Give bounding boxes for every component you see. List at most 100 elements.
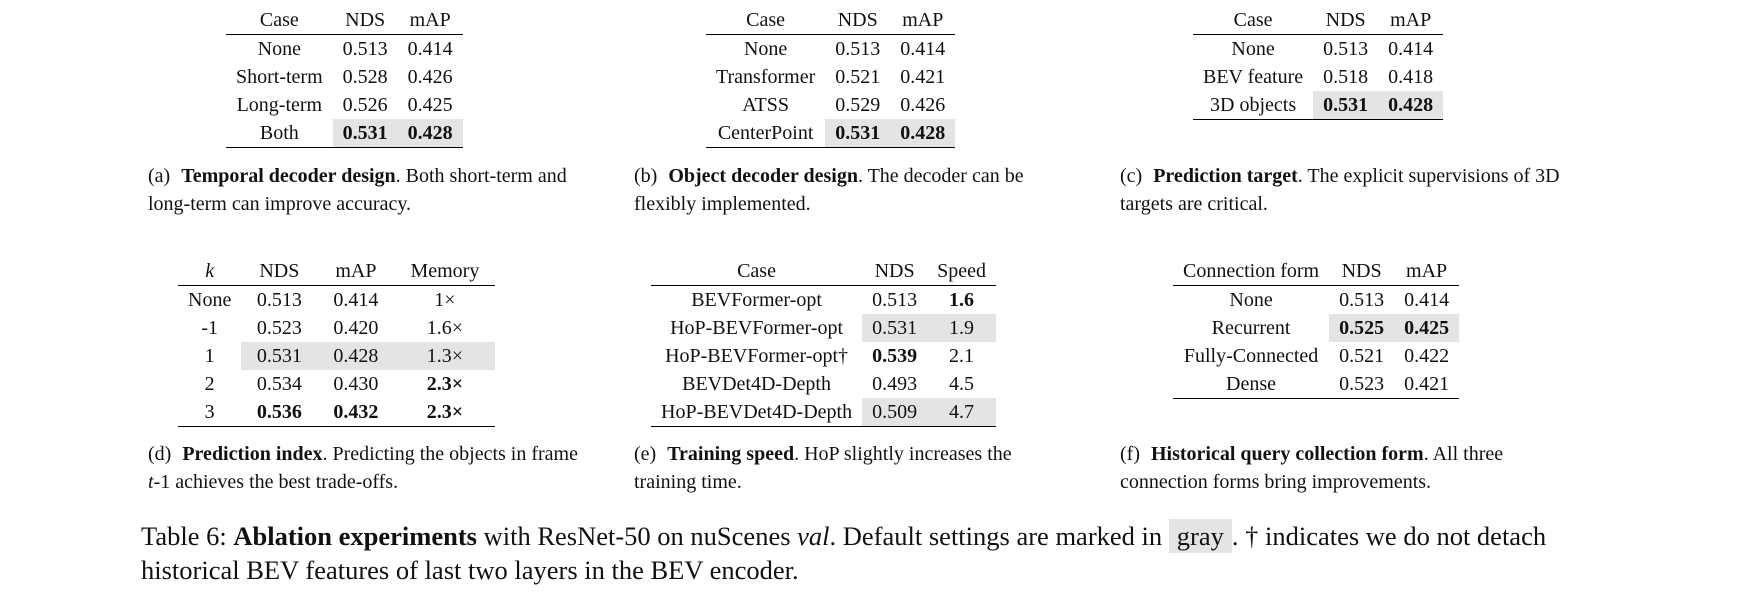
caption-b: (b) Object decoder design. The decoder c…	[634, 162, 1064, 218]
table-cell: Long-term	[236, 94, 323, 116]
table-row: BEVFormer-opt 0.513 1.6	[651, 286, 996, 315]
table-f: Connection form NDS mAP None 0.513 0.414…	[1173, 257, 1460, 399]
table-row: Transformer 0.521 0.421	[706, 63, 955, 91]
table-row-default: HoP-BEVFormer-opt 0.531 1.9	[651, 314, 996, 342]
table-cell: None	[743, 38, 788, 60]
table-cell: None	[1231, 38, 1275, 60]
header-cell: NDS	[332, 6, 398, 35]
header-cell: mAP	[397, 6, 463, 35]
table-cell-highlighted: 0.428	[1378, 91, 1444, 120]
table-c-panel: Case NDS mAP None 0.513 0.414 BEV featur…	[1193, 6, 1444, 120]
table-main-caption: Table 6: Ablation experiments with ResNe…	[141, 519, 1571, 587]
table-cell: HoP-BEVFormer-opt	[670, 317, 843, 339]
header-cell: Case	[226, 6, 333, 35]
table-cell: 1	[204, 345, 215, 367]
table-cell: 0.420	[333, 317, 379, 339]
table-cell: 1×	[434, 289, 456, 311]
table-cell: 0.414	[1388, 38, 1434, 60]
table-row-default: Recurrent 0.525 0.425	[1173, 314, 1460, 342]
table-cell-best: 2.3×	[394, 398, 496, 427]
caption-text: -1 achieves the best trade-offs.	[153, 471, 399, 493]
caption-text: . Both short-term and long-term can impr…	[148, 165, 567, 215]
table-cell-highlighted: 0.531	[332, 119, 398, 148]
table-cell: 0.513	[835, 38, 881, 60]
table-header-row: k NDS mAP Memory	[178, 257, 496, 286]
table-cell: HoP-BEVDet4D-Depth	[651, 398, 863, 427]
caption-e: (e) Training speed. HoP slightly increas…	[634, 440, 1064, 496]
gray-swatch-word: gray	[1168, 519, 1232, 553]
table-row: None 0.513 0.414	[706, 35, 955, 64]
header-cell: Memory	[394, 257, 496, 286]
main-caption-title: Ablation experiments	[233, 521, 477, 551]
table-cell-highlighted: 4.7	[927, 398, 996, 427]
table-header-row: Case NDS mAP	[226, 6, 463, 35]
table-cell-highlighted: 0.531	[1313, 91, 1379, 120]
table-e-panel: Case NDS Speed BEVFormer-opt 0.513 1.6 H…	[651, 257, 996, 427]
table-cell: 0.493	[872, 373, 918, 395]
table-cell-highlighted: 0.525	[1329, 314, 1395, 342]
table-cell: 2	[204, 373, 215, 395]
table-cell-highlighted: 1.9	[927, 314, 996, 342]
caption-italic: t	[148, 471, 154, 493]
header-cell: Case	[1193, 6, 1314, 35]
table-cell: 0.418	[1388, 66, 1434, 88]
caption-title: Prediction index	[182, 443, 323, 465]
table-row: None 0.513 0.414	[226, 35, 463, 64]
table-b-panel: Case NDS mAP None 0.513 0.414 Transforme…	[706, 6, 956, 148]
caption-title: Training speed	[667, 443, 795, 465]
table-f-panel: Connection form NDS mAP None 0.513 0.414…	[1173, 257, 1460, 399]
table-cell-highlighted: 0.425	[1394, 314, 1460, 342]
main-caption-italic: val	[797, 521, 830, 551]
table-cell: 3D objects	[1193, 91, 1314, 120]
table-cell: 0.521	[835, 66, 881, 88]
header-cell: mAP	[1394, 257, 1460, 286]
caption-c: (c) Prediction target. The explicit supe…	[1120, 162, 1560, 218]
table-cell: 0.529	[835, 94, 881, 116]
header-cell: mAP	[317, 257, 395, 286]
table-cell-best: 0.536	[241, 398, 318, 427]
table-cell: 0.523	[1329, 370, 1395, 399]
table-row: None 0.513 0.414	[1173, 286, 1459, 315]
table-cell: CenterPoint	[706, 119, 826, 148]
table-cell-highlighted: 1.3×	[394, 342, 496, 370]
table-row: BEVDet4D-Depth 0.493 4.5	[651, 370, 996, 398]
table-row: 2 0.534 0.430 2.3×	[178, 370, 495, 398]
caption-text: . The decoder can be flexibly implemente…	[634, 165, 1024, 215]
header-cell: Connection form	[1173, 257, 1330, 286]
table-cell-highlighted: 0.509	[862, 398, 928, 427]
table-row-default: 1 0.531 0.428 1.3×	[178, 342, 496, 370]
table-cell-best: 0.539	[872, 345, 918, 367]
header-cell: NDS	[862, 257, 928, 286]
caption-title: Temporal decoder design	[181, 165, 396, 187]
table-cell-highlighted: 0.531	[241, 342, 318, 370]
table-e: Case NDS Speed BEVFormer-opt 0.513 1.6 H…	[651, 257, 996, 427]
table-cell: 0.421	[1394, 370, 1460, 399]
table-cell: 0.534	[256, 373, 302, 395]
table-cell: 0.518	[1323, 66, 1369, 88]
table-a-panel: Case NDS mAP None 0.513 0.414 Short-term…	[226, 6, 463, 148]
table-a: Case NDS mAP None 0.513 0.414 Short-term…	[226, 6, 463, 148]
table-row: 3 0.536 0.432 2.3×	[178, 398, 496, 427]
table-cell: None	[1229, 289, 1273, 311]
table-d-panel: k NDS mAP Memory None 0.513 0.414 1× -1 …	[178, 257, 496, 427]
caption-f: (f) Historical query collection form. Al…	[1120, 440, 1560, 496]
table-row: None 0.513 0.414	[1193, 35, 1443, 64]
caption-text: . The explicit supervisions of 3D target…	[1120, 165, 1560, 215]
caption-label: (e)	[634, 443, 657, 465]
main-caption-label: Table 6:	[141, 521, 227, 551]
table-row: BEV feature 0.518 0.418	[1193, 63, 1443, 91]
table-row: Long-term 0.526 0.425	[226, 91, 463, 119]
caption-text: . Predicting the objects in frame	[322, 443, 578, 465]
header-cell: NDS	[1329, 257, 1395, 286]
table-row: -1 0.523 0.420 1.6×	[178, 314, 495, 342]
table-cell-best: 0.432	[317, 398, 395, 427]
table-cell: 0.425	[407, 94, 453, 116]
header-cell: NDS	[241, 257, 318, 286]
table-cell: Dense	[1173, 370, 1330, 399]
table-cell: 0.426	[407, 66, 453, 88]
table-cell: BEVDet4D-Depth	[682, 373, 831, 395]
header-cell: mAP	[1378, 6, 1444, 35]
table-row: None 0.513 0.414 1×	[178, 286, 495, 315]
table-cell: 0.414	[407, 38, 453, 60]
table-row: HoP-BEVFormer-opt† 0.539 2.1	[651, 342, 996, 370]
